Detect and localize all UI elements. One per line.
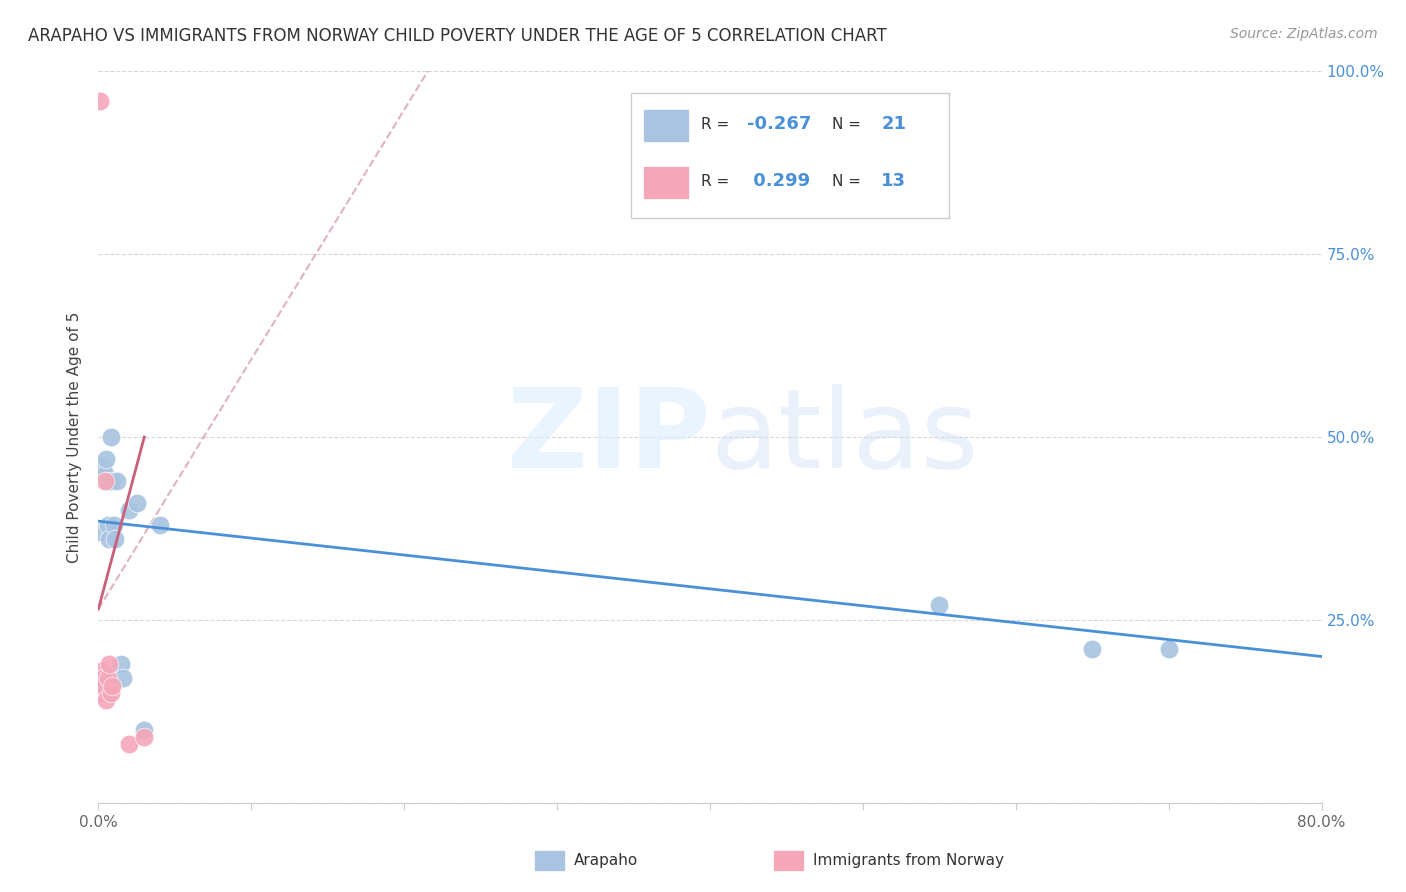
Point <box>928 599 950 613</box>
Point <box>98 657 121 671</box>
FancyBboxPatch shape <box>643 167 689 200</box>
Text: Immigrants from Norway: Immigrants from Norway <box>813 854 1004 868</box>
Point <box>103 517 125 532</box>
Text: Source: ZipAtlas.com: Source: ZipAtlas.com <box>1230 27 1378 41</box>
Text: R =: R = <box>702 117 734 131</box>
Point <box>98 533 121 547</box>
Y-axis label: Child Poverty Under the Age of 5: Child Poverty Under the Age of 5 <box>67 311 83 563</box>
Text: 21: 21 <box>882 115 907 133</box>
Text: Arapaho: Arapaho <box>574 854 638 868</box>
Point <box>111 672 134 686</box>
Text: N =: N = <box>832 117 866 131</box>
Point <box>97 517 120 532</box>
Point <box>101 474 124 488</box>
Point <box>89 94 111 108</box>
Text: R =: R = <box>702 174 734 188</box>
Point <box>125 496 148 510</box>
Point <box>105 474 128 488</box>
Point <box>104 533 127 547</box>
Text: N =: N = <box>832 174 866 188</box>
Point <box>94 452 117 467</box>
FancyBboxPatch shape <box>630 94 949 218</box>
Point <box>100 686 122 700</box>
Text: -0.267: -0.267 <box>747 115 811 133</box>
Point <box>101 679 124 693</box>
Point <box>1157 642 1180 657</box>
Point <box>118 737 141 751</box>
FancyBboxPatch shape <box>643 110 689 143</box>
Point <box>100 430 122 444</box>
Text: 13: 13 <box>882 172 907 190</box>
Text: atlas: atlas <box>710 384 979 491</box>
Point <box>97 474 120 488</box>
Point <box>93 474 115 488</box>
Text: ZIP: ZIP <box>506 384 710 491</box>
Point <box>134 723 156 737</box>
Text: ARAPAHO VS IMMIGRANTS FROM NORWAY CHILD POVERTY UNDER THE AGE OF 5 CORRELATION C: ARAPAHO VS IMMIGRANTS FROM NORWAY CHILD … <box>28 27 887 45</box>
Point <box>90 686 112 700</box>
Point <box>1081 642 1104 657</box>
Point <box>94 693 117 707</box>
Point <box>91 672 114 686</box>
Point <box>110 657 132 671</box>
Point <box>93 467 115 481</box>
Point <box>89 525 111 540</box>
Point <box>91 459 114 474</box>
Point <box>149 517 172 532</box>
Text: 0.299: 0.299 <box>747 172 810 190</box>
Point <box>118 503 141 517</box>
Point <box>134 730 156 744</box>
Point <box>91 679 114 693</box>
Point <box>90 664 112 678</box>
Point <box>97 672 120 686</box>
